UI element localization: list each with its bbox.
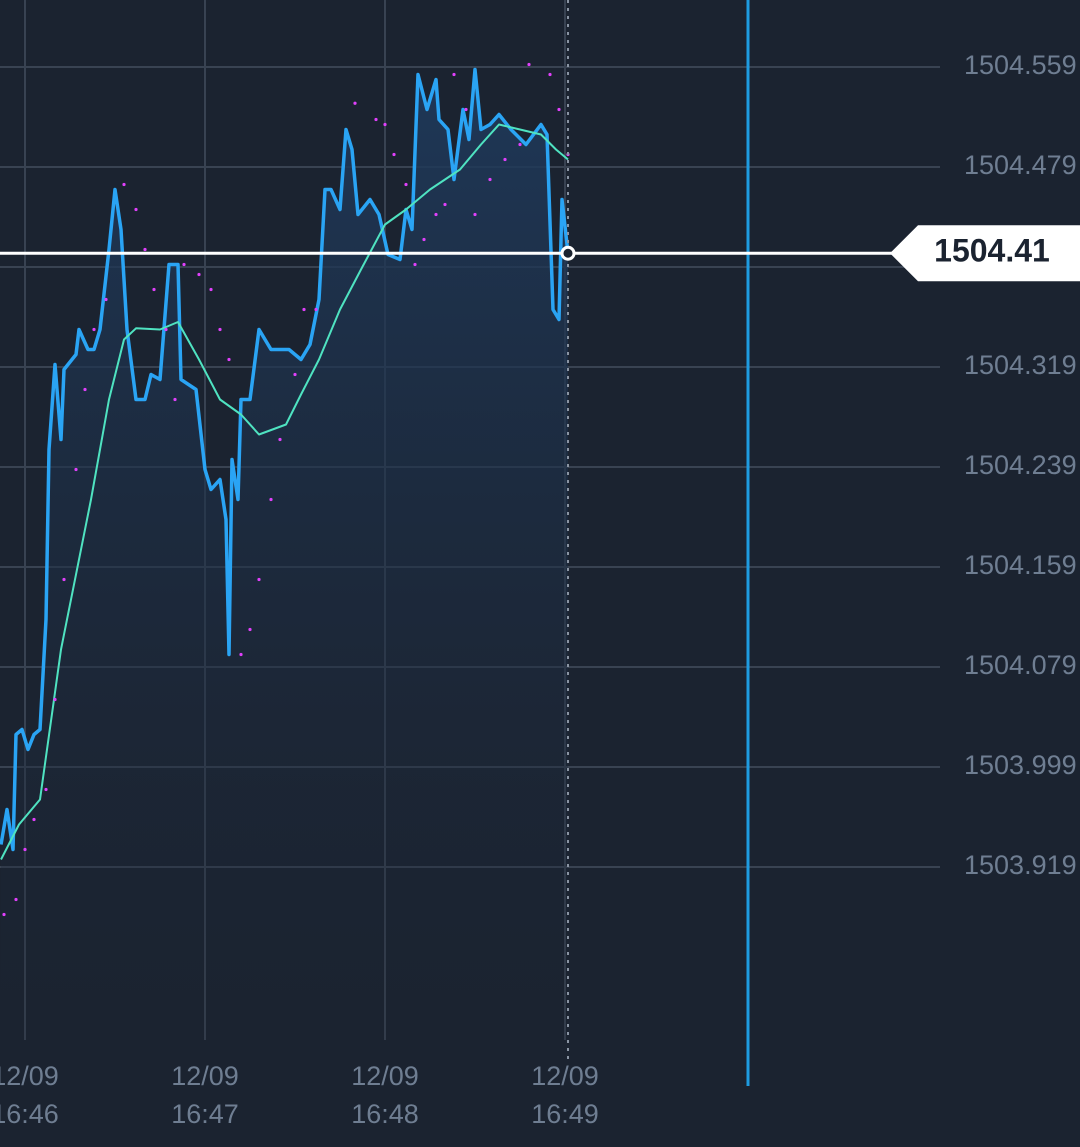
sar-dot	[518, 142, 522, 147]
sar-dot	[152, 287, 156, 292]
sar-dot	[134, 207, 138, 212]
sar-dot	[278, 437, 282, 442]
sar-dot	[122, 182, 126, 187]
sar-dot	[392, 152, 396, 157]
sar-dot	[383, 122, 387, 127]
x-tick-label: 12/09 16:47	[171, 1061, 239, 1129]
y-tick-label: 1503.999	[964, 750, 1077, 780]
sar-dot	[173, 397, 177, 402]
line	[0, 67, 570, 852]
sar-dot	[53, 697, 57, 702]
y-tick-label: 1504.479	[964, 150, 1077, 180]
sar-dot	[164, 327, 168, 332]
line	[0, 123, 569, 860]
sar-dot	[452, 72, 456, 77]
plot	[0, 0, 570, 1060]
x-tick-label: 12/09 16:49	[531, 1061, 599, 1129]
sar-dot	[473, 212, 477, 217]
sar-dot	[557, 107, 561, 112]
sar-dot	[32, 817, 36, 822]
sar-dot	[23, 847, 27, 852]
sar-dot	[443, 202, 447, 207]
sar-dot	[2, 912, 6, 917]
sar-dot	[257, 577, 261, 582]
sar-dot	[248, 627, 252, 632]
sar-dot	[464, 107, 468, 112]
sar-dot	[92, 327, 96, 332]
sar-dot	[239, 652, 243, 657]
current-point	[560, 245, 576, 261]
sar-dot	[104, 297, 108, 302]
sar-dot	[14, 897, 18, 902]
sar-dot	[143, 247, 147, 252]
sar-dot	[353, 101, 357, 105]
sar-dot	[197, 272, 201, 277]
sar-dot	[374, 117, 378, 122]
sar-dot	[269, 497, 273, 502]
sar-dot	[527, 62, 531, 67]
sar-dot	[488, 177, 492, 182]
sar-dot	[74, 467, 78, 472]
y-tick-label: 1504.559	[964, 50, 1077, 80]
x-tick-label: 12/09 16:48	[351, 1061, 419, 1129]
area	[1, 69, 568, 1040]
sar-dot	[44, 787, 48, 792]
sar-dot	[404, 182, 408, 187]
price-tag-label: 1504.41	[934, 233, 1050, 269]
y-tick-label: 1504.159	[964, 550, 1077, 580]
sar-dot	[227, 357, 231, 362]
sar-dot	[182, 262, 186, 267]
sar-dot	[293, 372, 297, 377]
sar-dot	[314, 307, 318, 312]
sar-dot	[413, 262, 417, 267]
y-tick-label: 1504.239	[964, 450, 1077, 480]
y-tick-label: 1504.319	[964, 350, 1077, 380]
y-tick-label: 1504.079	[964, 650, 1077, 680]
price-tag	[890, 225, 1080, 282]
overlay: 1503.919 1503.999 1504.079 1504.159 1504.239…	[0, 50, 1080, 1129]
sar-dot	[83, 387, 87, 392]
sar-dot	[218, 327, 222, 332]
sar-dot	[503, 157, 507, 162]
sar-dot	[209, 287, 213, 292]
y-tick-label: 1503.919	[964, 850, 1077, 880]
sar-dot	[434, 212, 438, 217]
sar-dot	[302, 307, 306, 312]
sar-dot	[62, 577, 66, 582]
sar-dot	[422, 237, 426, 242]
sar-dot	[548, 72, 552, 77]
